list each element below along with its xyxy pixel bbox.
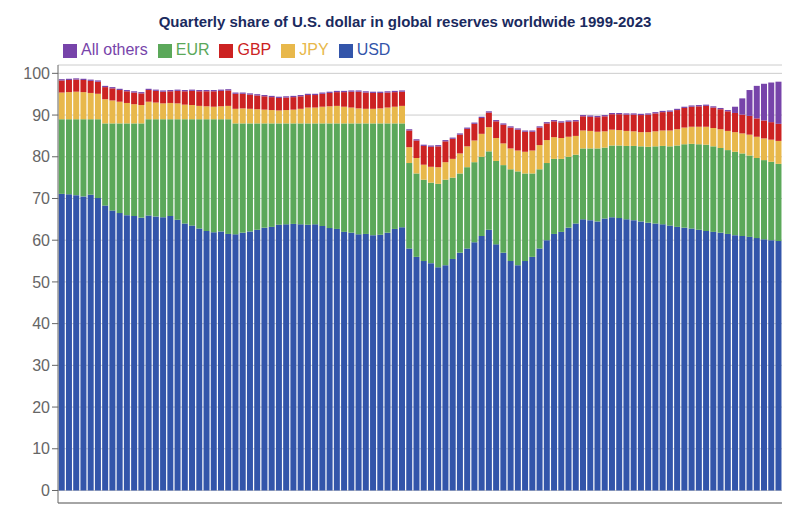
html-text:Quarterly share of U.S. dollar: Quarterly share of U.S. dollar in global… — [158, 13, 652, 30]
svg-text:70: 70 — [32, 190, 50, 207]
svg-text:0: 0 — [41, 482, 50, 499]
svg-text:80: 80 — [32, 148, 50, 165]
svg-text:90: 90 — [32, 107, 50, 124]
html-text:GBP: GBP — [237, 41, 272, 58]
svg-text:100: 100 — [23, 65, 50, 82]
svg-text:20: 20 — [32, 399, 50, 416]
html-text:EUR: EUR — [175, 41, 210, 58]
svg-text:30: 30 — [32, 357, 50, 374]
svg-text:50: 50 — [32, 274, 50, 291]
html-text:JPY: JPY — [299, 41, 329, 58]
html-text:All others: All others — [81, 41, 148, 58]
svg-text:40: 40 — [32, 315, 50, 332]
svg-text:60: 60 — [32, 232, 50, 249]
svg-text:10: 10 — [32, 440, 50, 457]
html-text:USD: USD — [356, 41, 391, 58]
